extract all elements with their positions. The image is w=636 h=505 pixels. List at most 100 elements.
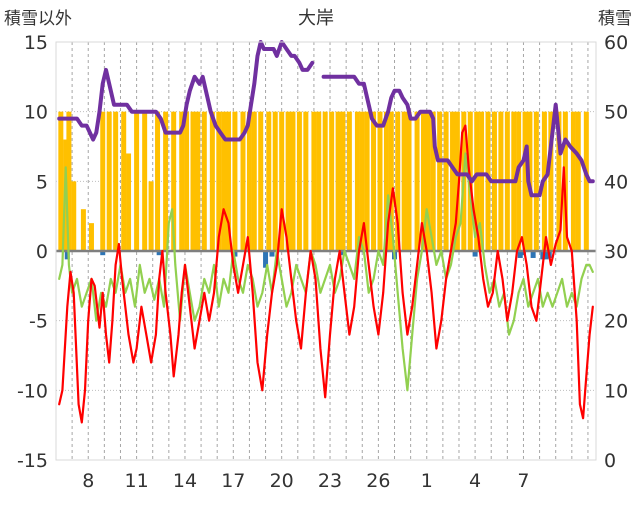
yellow-bar [329,111,335,252]
yellow-bar [258,111,264,252]
yellow-bar [395,111,401,252]
yellow-bar [179,111,185,252]
yellow-bar [58,111,64,252]
left-axis-label: 積雪以外 [4,9,72,29]
red-line [58,124,594,424]
x-tick-label: 4 [469,470,481,492]
yellow-bar [414,111,420,252]
yellow-bar [354,111,360,252]
yellow-bar [240,111,246,252]
yellow-bar [548,111,554,252]
x-tick-label: 1 [421,470,433,492]
yellow-bar [113,111,119,252]
purple-line [57,40,315,142]
right-axis-ticks: 60 50 40 30 20 10 0 [604,32,628,472]
blue-bar [540,251,546,260]
yellow-bar [251,111,257,252]
blue-bar [472,251,478,257]
yellow-bar [575,111,581,252]
yellow-bar [406,111,412,252]
yellow-bar [421,111,427,252]
right-tick-label: 10 [604,380,628,402]
yellow-bar [316,111,322,252]
yellow-bar [556,111,562,252]
yellow-bar [148,181,154,251]
purple-line [321,74,595,198]
yellow-bar [371,111,377,252]
x-axis-ticks: 8 11 14 17 20 23 26 1 4 7 [82,470,529,492]
yellow-bar [425,111,431,252]
blue-bar [530,251,536,258]
x-tick-label: 11 [125,470,149,492]
left-axis-ticks: 15 10 5 0 -5 -10 -15 [17,32,48,472]
yellow-bar [209,111,215,252]
yellow-bar [121,111,127,252]
yellow-bar [225,111,231,252]
yellow-bar [296,111,302,252]
yellow-bar [190,111,196,252]
blue-bar [517,251,523,258]
chart-title: 大岸 [298,8,334,29]
yellow-bar [450,111,456,252]
blue-bar [543,251,549,260]
yellow-bar [171,111,177,252]
right-tick-label: 30 [604,241,628,263]
blue-bar [100,251,106,256]
yellow-bar [216,111,222,252]
yellow-bar [388,111,394,252]
x-tick-label: 26 [366,470,390,492]
blue-bar [263,251,269,268]
right-axis-label: 積雪 [598,9,632,29]
yellow-bar [335,111,341,252]
yellow-bar [155,111,161,252]
blue-bar [232,251,238,257]
yellow-bar [322,111,328,252]
purple-line-series [57,40,595,198]
yellow-bar [80,209,86,251]
left-tick-label: -15 [17,450,48,472]
left-tick-label: 10 [24,102,48,124]
yellow-bar [126,153,132,251]
yellow-bar [71,181,77,251]
yellow-bar [364,111,370,252]
yellow-bar [266,111,272,252]
yellow-bar [100,111,106,252]
yellow-bar [383,111,389,252]
left-tick-label: -5 [29,311,48,333]
blue-bar [156,251,162,256]
yellow-bar [311,111,317,252]
yellow-bar [454,111,460,252]
blue-bar [520,251,526,256]
yellow-bar [272,111,278,252]
plot-border [55,41,597,461]
x-tick-label: 8 [82,470,94,492]
yellow-bar [479,111,485,252]
yellow-bar [359,111,365,252]
yellow-bar [232,111,238,252]
yellow-bar [290,111,296,252]
right-tick-label: 60 [604,32,628,54]
red-line-series [58,124,594,424]
yellow-bar [522,111,528,252]
yellow-bar [163,111,169,252]
yellow-bar [279,111,285,252]
blue-bar [64,251,70,260]
yellow-bar [437,111,443,252]
yellow-bar [184,111,190,252]
blue-bar [269,251,275,257]
yellow-bar [430,111,436,252]
yellow-bar [106,111,112,252]
yellow-bar [401,111,407,252]
yellow-bar [66,111,72,252]
yellow-bar [583,111,589,252]
yellow-bar [195,111,201,252]
right-tick-label: 20 [604,311,628,333]
x-tick-label: 23 [318,470,342,492]
left-tick-label: 15 [24,32,48,54]
yellow-bar [340,111,346,252]
yellow-bar [346,111,352,252]
yellow-bar [533,111,539,252]
right-tick-label: 50 [604,102,628,124]
yellow-bar [285,111,291,252]
